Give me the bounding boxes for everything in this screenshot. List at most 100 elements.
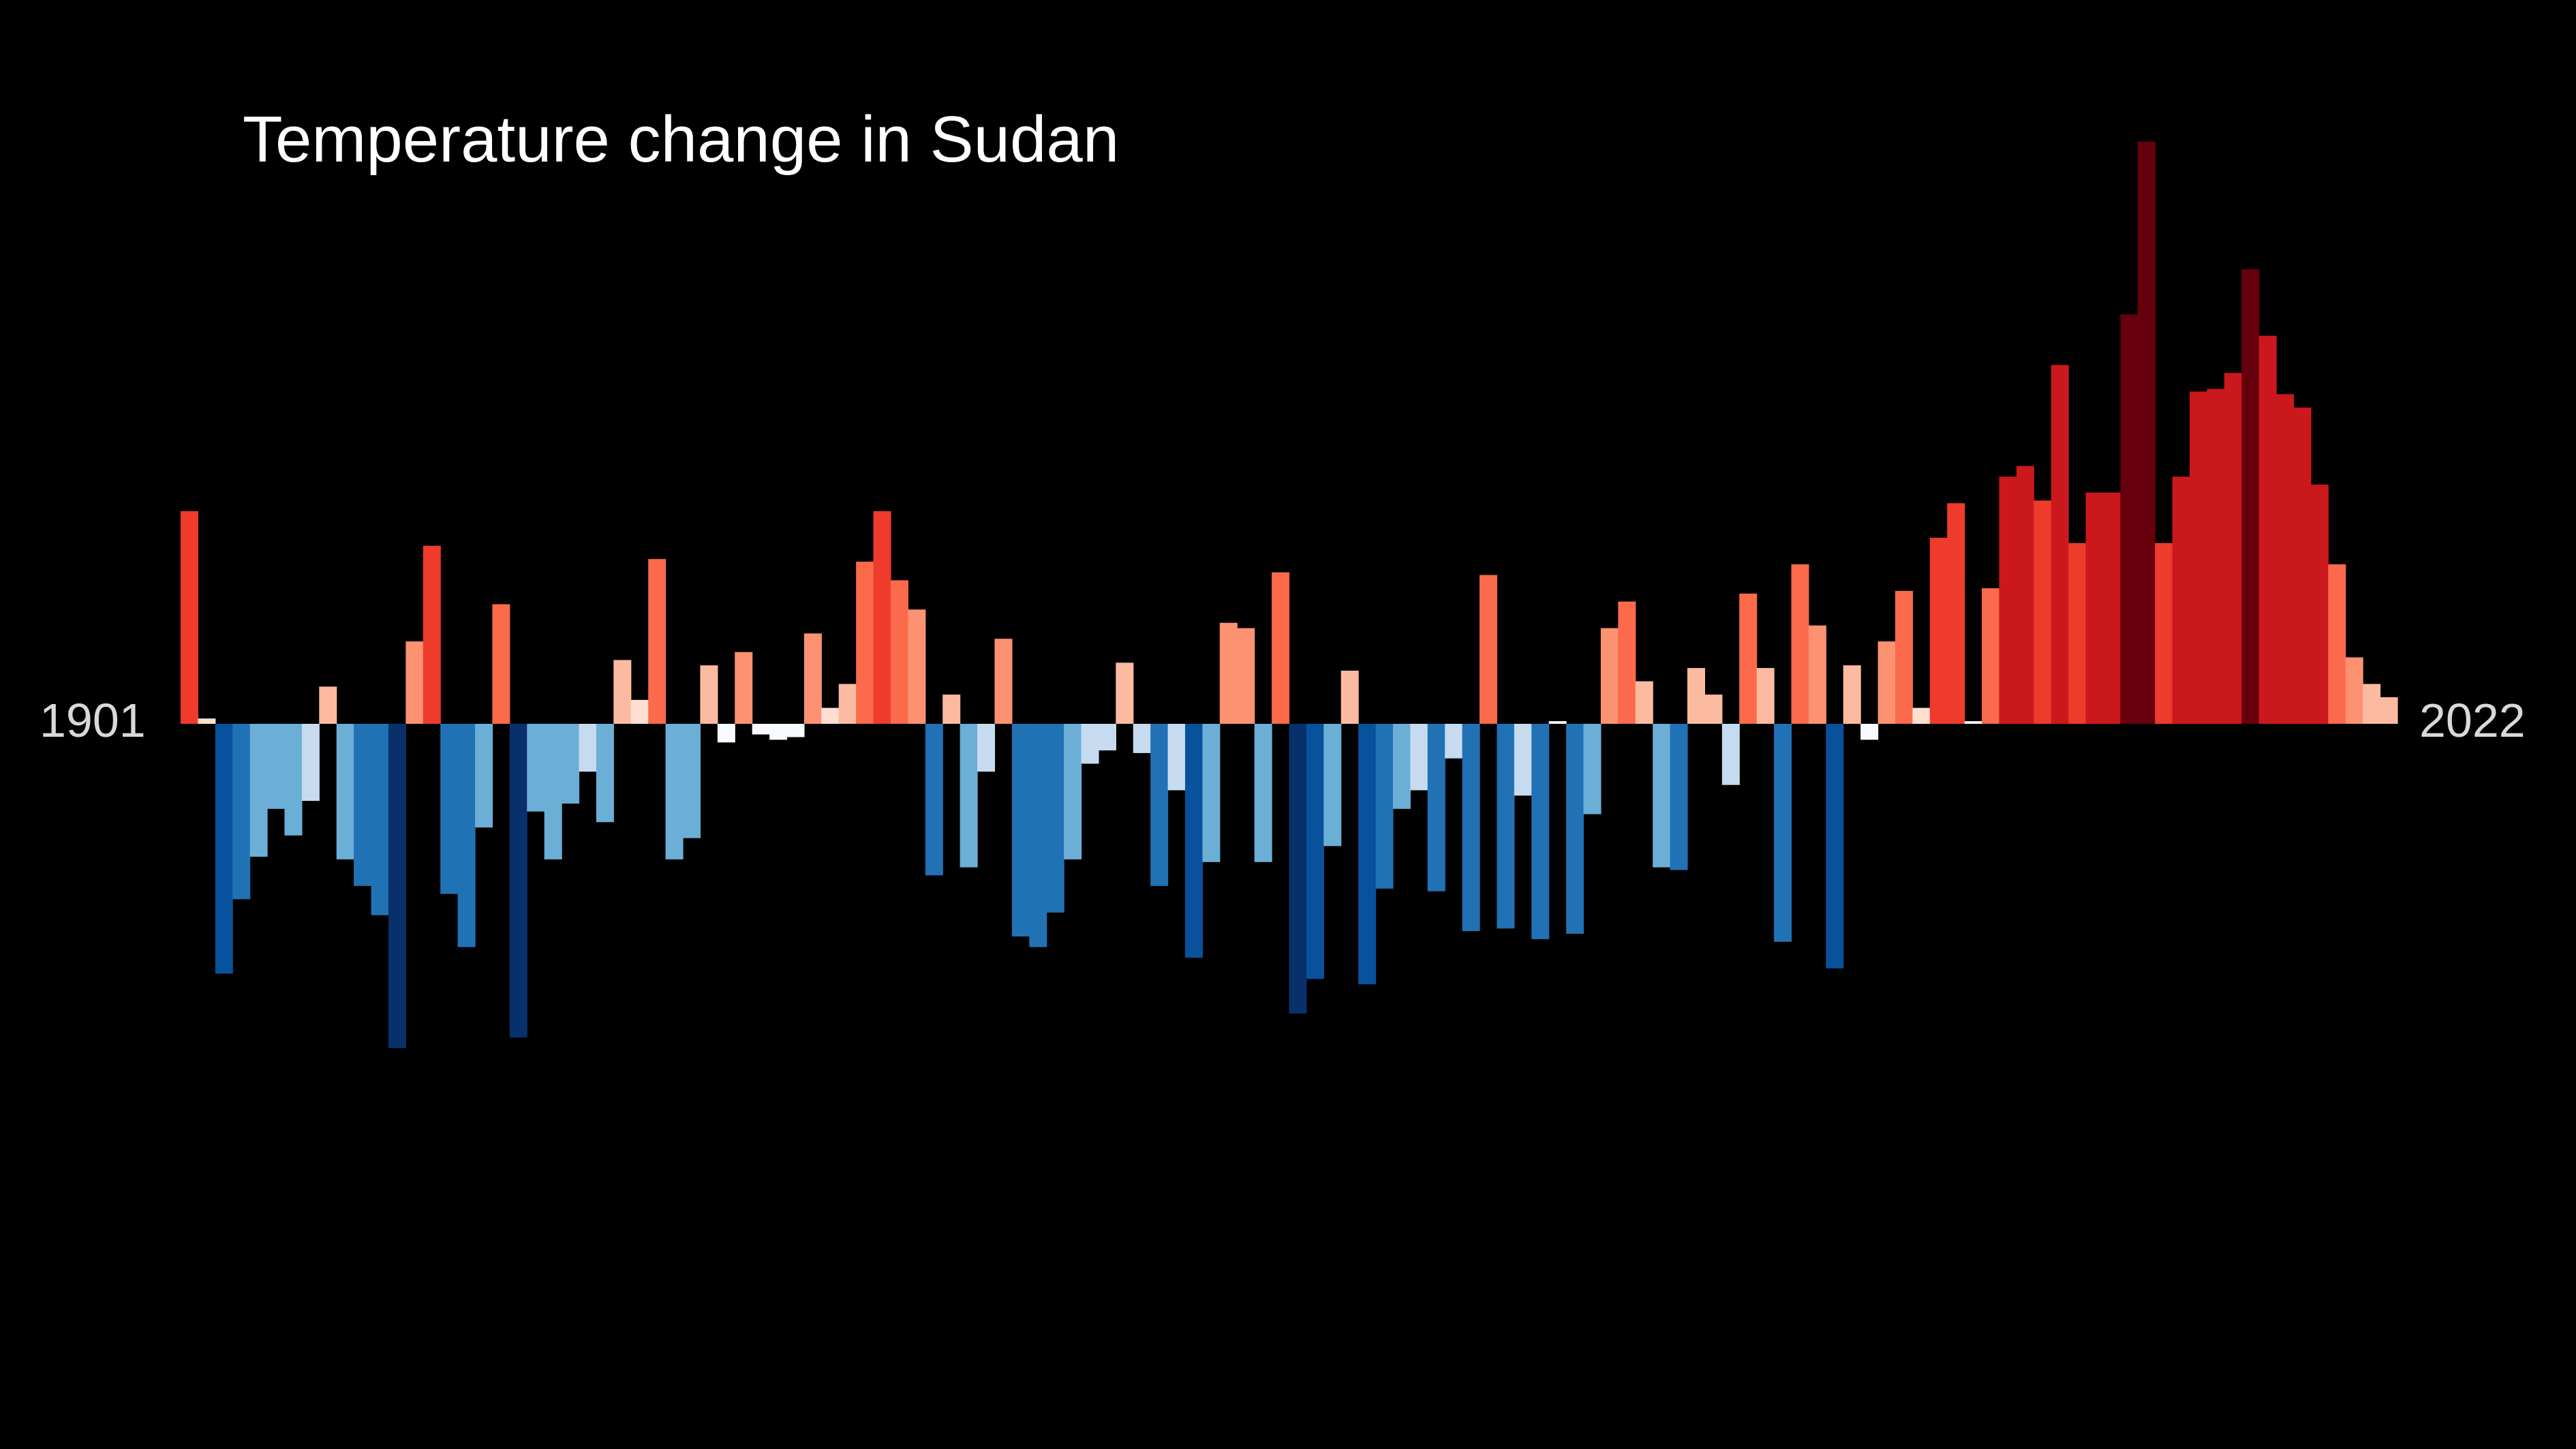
bar-1947 xyxy=(977,724,996,772)
bar-1987 xyxy=(1670,724,1688,870)
bar-1985 xyxy=(1635,681,1653,724)
bar-1934 xyxy=(752,724,770,735)
bar-2004 xyxy=(1964,721,1982,724)
bar-1993 xyxy=(1774,724,1792,942)
bar-1943 xyxy=(908,609,926,724)
bar-1995 xyxy=(1808,625,1826,724)
bar-1986 xyxy=(1653,724,1671,868)
bar-1956 xyxy=(1133,724,1151,753)
bar-1974 xyxy=(1445,724,1463,759)
bar-1978 xyxy=(1514,724,1532,796)
bar-1950 xyxy=(1029,724,1047,947)
bar-2020 xyxy=(2241,269,2260,724)
bar-2003 xyxy=(1947,503,1965,724)
bar-1990 xyxy=(1721,724,1740,785)
bar-1904 xyxy=(232,724,251,900)
bar-1911 xyxy=(354,724,372,886)
bar-1977 xyxy=(1497,724,1515,929)
bar-2022 xyxy=(2276,394,2295,724)
bar-1957 xyxy=(1150,724,1169,886)
bar-1910 xyxy=(336,724,354,859)
bar-1906 xyxy=(267,724,286,809)
bar-1945 xyxy=(942,695,961,724)
bar-1982 xyxy=(1583,724,1601,814)
bar-1907 xyxy=(284,724,303,836)
bar-2017 xyxy=(2190,391,2208,724)
bar-1952 xyxy=(1064,724,1082,859)
bar-1915 xyxy=(423,545,441,724)
bar-2009 xyxy=(2051,365,2069,724)
bar-1980 xyxy=(1548,721,1567,724)
bar-1931 xyxy=(700,665,718,724)
bar-1971 xyxy=(1392,724,1411,809)
bar-1908 xyxy=(301,724,320,802)
bar-1946 xyxy=(960,724,978,868)
bar-1963 xyxy=(1254,724,1272,862)
bar-2015 xyxy=(2155,543,2173,724)
bar-1905 xyxy=(249,724,268,857)
bar-1972 xyxy=(1410,724,1428,791)
bar-1914 xyxy=(405,641,424,724)
bar-1979 xyxy=(1531,724,1550,939)
bar-1976 xyxy=(1479,575,1498,724)
bar-2001 xyxy=(1912,707,1931,724)
bar-1954 xyxy=(1098,724,1116,750)
bar-1960 xyxy=(1202,724,1221,862)
bar-1997 xyxy=(1843,665,1861,724)
bar-1932 xyxy=(717,724,735,743)
bar-1988 xyxy=(1687,668,1706,724)
bar-1941 xyxy=(873,511,891,724)
bar-1903 xyxy=(215,724,233,974)
bar-1992 xyxy=(1756,668,1775,724)
bar-1969 xyxy=(1358,724,1377,985)
bar-2019 xyxy=(2224,373,2242,724)
chart-title: Temperature change in Sudan xyxy=(243,103,1120,176)
bar-2008 xyxy=(2034,500,2052,724)
bar-2005 xyxy=(1982,588,2000,724)
bar-1912 xyxy=(371,724,389,915)
bar-2007 xyxy=(2016,466,2034,724)
bar-1975 xyxy=(1462,724,1480,932)
bar-1964 xyxy=(1272,572,1290,724)
bar-2011 xyxy=(2085,492,2104,724)
bar-1984 xyxy=(1618,601,1636,724)
bar-1902 xyxy=(198,718,216,724)
bar-1921 xyxy=(527,724,545,812)
bar-2010 xyxy=(2068,543,2087,724)
bar-1998 xyxy=(1860,724,1879,740)
bar-1925 xyxy=(596,724,614,823)
bar-2018 xyxy=(2207,388,2225,724)
bar-1916 xyxy=(440,724,459,894)
bar-1936 xyxy=(786,724,805,737)
bar-1919 xyxy=(492,604,510,724)
bar-2012 xyxy=(2102,492,2121,724)
bar-1968 xyxy=(1340,671,1359,724)
bar-1920 xyxy=(509,724,527,1038)
bar-2023 xyxy=(2293,407,2312,724)
bar-1927 xyxy=(630,699,649,724)
bar-1962 xyxy=(1237,628,1255,724)
end-year-label: 2022 xyxy=(2419,694,2526,747)
bar-1983 xyxy=(1600,628,1619,724)
bar-1901 xyxy=(181,511,199,724)
bar-2002 xyxy=(1929,538,1948,724)
bar-1924 xyxy=(579,724,597,772)
start-year-label: 1901 xyxy=(40,694,146,747)
bar-2026 xyxy=(2345,657,2363,724)
bar-1958 xyxy=(1167,724,1186,791)
bar-1930 xyxy=(683,724,701,838)
bar-2014 xyxy=(2137,141,2156,724)
bar-1966 xyxy=(1306,724,1324,979)
bar-2025 xyxy=(2328,564,2346,724)
bar-2021 xyxy=(2258,335,2277,724)
bar-2000 xyxy=(1895,591,1913,724)
bar-1933 xyxy=(735,652,753,724)
bar-1918 xyxy=(475,724,493,828)
bar-1942 xyxy=(890,580,908,724)
bar-1999 xyxy=(1877,641,1896,724)
bars-group xyxy=(181,141,2398,1048)
bar-1949 xyxy=(1011,724,1030,936)
bar-1953 xyxy=(1081,724,1099,764)
bar-1967 xyxy=(1323,724,1342,846)
